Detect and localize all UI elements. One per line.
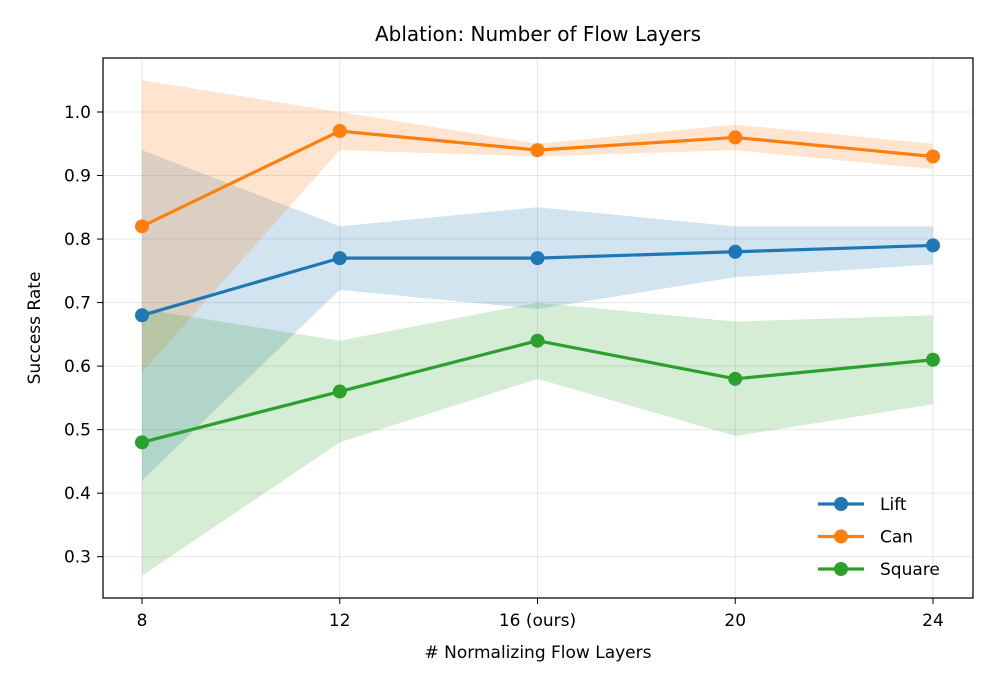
square-point bbox=[926, 352, 940, 367]
x-axis-label: # Normalizing Flow Layers bbox=[425, 643, 652, 663]
x-tick-label: 16 (ours) bbox=[499, 611, 576, 631]
can-band bbox=[142, 80, 933, 373]
can-point bbox=[728, 130, 743, 145]
legend-can-label: Can bbox=[880, 528, 913, 548]
square-band bbox=[142, 302, 933, 576]
x-tick-label: 20 bbox=[724, 611, 746, 631]
square-point bbox=[530, 333, 545, 348]
y-tick-label: 0.4 bbox=[64, 484, 91, 504]
can-point bbox=[135, 219, 149, 234]
lift-point bbox=[926, 238, 940, 253]
x-tick-label: 12 bbox=[329, 611, 351, 631]
square-point bbox=[332, 384, 347, 399]
x-axis-ticks: 8 12 16 (ours) 20 24 bbox=[137, 598, 944, 631]
legend-square-label: Square bbox=[880, 560, 940, 580]
lift-point bbox=[135, 308, 149, 323]
lift-point bbox=[332, 251, 347, 266]
square-point bbox=[728, 371, 743, 386]
y-tick-label: 0.3 bbox=[64, 548, 91, 568]
square-point bbox=[135, 435, 149, 450]
lift-point bbox=[728, 244, 743, 259]
can-point bbox=[926, 149, 940, 164]
y-axis-label: Success Rate bbox=[25, 272, 45, 385]
y-tick-label: 0.6 bbox=[64, 357, 91, 377]
legend-lift-label: Lift bbox=[880, 495, 907, 515]
y-tick-label: 0.9 bbox=[64, 167, 91, 187]
confidence-bands bbox=[142, 80, 933, 576]
y-tick-label: 1.0 bbox=[64, 103, 91, 123]
can-point bbox=[332, 124, 347, 139]
series-markers bbox=[135, 124, 940, 450]
legend-square-marker bbox=[834, 562, 848, 576]
y-tick-label: 0.8 bbox=[64, 230, 91, 250]
chart-title: Ablation: Number of Flow Layers bbox=[375, 22, 701, 46]
y-axis-ticks: 0.3 0.4 0.5 0.6 0.7 0.8 0.9 1.0 bbox=[64, 103, 103, 568]
legend: Lift Can Square bbox=[818, 495, 940, 580]
can-point bbox=[530, 143, 545, 158]
y-tick-label: 0.5 bbox=[64, 421, 91, 441]
legend-can-marker bbox=[834, 529, 848, 544]
lift-point bbox=[530, 251, 545, 266]
legend-lift-marker bbox=[834, 497, 848, 511]
y-tick-label: 0.7 bbox=[64, 294, 91, 314]
x-tick-label: 8 bbox=[137, 611, 148, 631]
lift-band bbox=[142, 150, 933, 481]
x-tick-label: 24 bbox=[922, 611, 944, 631]
